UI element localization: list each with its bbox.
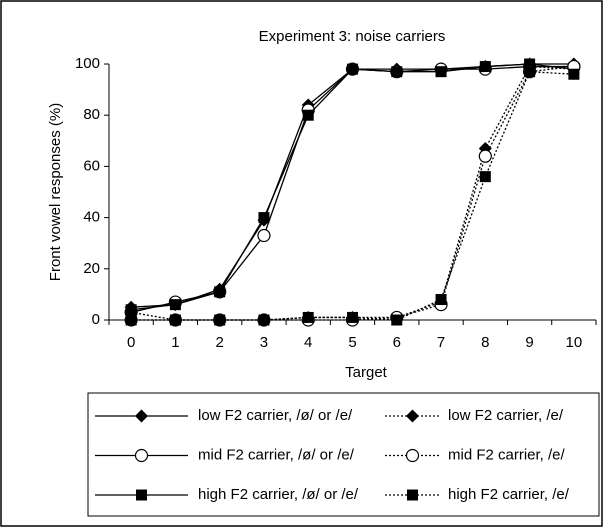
- legend-marker: [407, 489, 418, 501]
- data-point: [214, 314, 226, 326]
- y-tick-label: 0: [92, 311, 100, 328]
- data-point: [125, 314, 137, 326]
- x-tick-label: 9: [525, 334, 533, 351]
- x-tick-label: 4: [304, 334, 312, 351]
- data-point: [568, 68, 580, 80]
- legend-label: high F2 carrier, /e/: [448, 486, 570, 503]
- data-point: [347, 63, 358, 75]
- data-point: [258, 314, 270, 326]
- data-point: [169, 314, 181, 326]
- x-tick-label: 2: [216, 334, 224, 351]
- data-point: [524, 66, 536, 78]
- series-line: [131, 65, 574, 321]
- data-point: [258, 212, 270, 224]
- x-tick-label: 1: [171, 334, 179, 351]
- data-point: [479, 171, 491, 183]
- legend-label: low F2 carrier, /ø/ or /e/: [198, 407, 353, 424]
- data-point: [435, 294, 447, 306]
- data-point: [391, 66, 403, 78]
- x-tick-label: 5: [348, 334, 356, 351]
- data-point: [391, 314, 403, 326]
- y-tick-label: 80: [83, 106, 100, 123]
- y-tick-label: 20: [83, 260, 100, 277]
- legend-label: mid F2 carrier, /e/: [448, 446, 566, 463]
- data-point: [347, 311, 358, 323]
- data-point: [435, 66, 447, 78]
- legend-label: low F2 carrier, /e/: [448, 407, 564, 424]
- data-point: [302, 311, 314, 323]
- x-tick-label: 8: [481, 334, 489, 351]
- x-tick-label: 6: [393, 334, 401, 351]
- chart-title: Experiment 3: noise carriers: [259, 28, 446, 45]
- x-tick-label: 0: [127, 334, 135, 351]
- data-point: [478, 149, 492, 163]
- y-tick-label: 60: [83, 157, 100, 174]
- data-point: [479, 61, 491, 73]
- y-axis-label: Front vowel responses (%): [47, 103, 64, 281]
- data-point: [169, 299, 181, 311]
- legend-label: high F2 carrier, /ø/ or /e/: [198, 486, 359, 503]
- x-tick-label: 10: [566, 334, 583, 351]
- legend-marker: [136, 489, 147, 501]
- x-tick-label: 7: [437, 334, 445, 351]
- legend-label: mid F2 carrier, /ø/ or /e/: [198, 446, 355, 463]
- data-point: [257, 228, 271, 243]
- data-point: [302, 109, 314, 121]
- legend-marker: [135, 409, 148, 423]
- legend-marker: [405, 448, 420, 463]
- y-tick-label: 40: [83, 209, 100, 226]
- legend-marker: [406, 409, 419, 423]
- y-tick-label: 100: [75, 55, 100, 72]
- x-axis-label: Target: [345, 364, 388, 381]
- x-tick-label: 3: [260, 334, 268, 351]
- legend-marker: [134, 448, 149, 463]
- data-point: [214, 286, 226, 298]
